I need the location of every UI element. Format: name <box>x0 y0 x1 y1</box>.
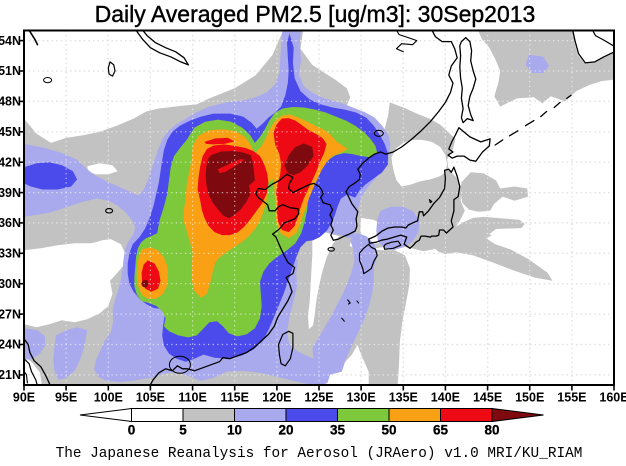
svg-text:35: 35 <box>330 423 346 438</box>
svg-text:110E: 110E <box>178 391 207 405</box>
svg-text:155E: 155E <box>557 391 586 405</box>
svg-text:140E: 140E <box>431 391 460 405</box>
svg-text:95E: 95E <box>55 391 77 405</box>
svg-text:105E: 105E <box>136 391 165 405</box>
svg-text:24N: 24N <box>0 338 21 352</box>
svg-text:0: 0 <box>128 423 136 438</box>
svg-text:21N: 21N <box>0 368 21 382</box>
svg-text:Daily Averaged PM2.5 [ug/m3]:: Daily Averaged PM2.5 [ug/m3]: 30Sep2013 <box>95 1 536 27</box>
svg-text:115E: 115E <box>220 391 249 405</box>
svg-text:27N: 27N <box>0 307 21 321</box>
svg-text:125E: 125E <box>304 391 333 405</box>
svg-text:54N: 54N <box>0 34 21 48</box>
svg-text:150E: 150E <box>515 391 544 405</box>
svg-text:36N: 36N <box>0 216 21 230</box>
svg-text:30N: 30N <box>0 277 21 291</box>
svg-text:130E: 130E <box>346 391 375 405</box>
svg-text:100E: 100E <box>94 391 123 405</box>
svg-text:65: 65 <box>433 423 449 438</box>
svg-text:The Japanese Reanalysis for Ae: The Japanese Reanalysis for Aerosol (JRA… <box>56 446 583 462</box>
svg-text:50: 50 <box>381 423 396 438</box>
svg-text:135E: 135E <box>389 391 418 405</box>
svg-text:39N: 39N <box>0 186 21 200</box>
svg-text:80: 80 <box>484 423 499 438</box>
svg-text:90E: 90E <box>13 391 35 405</box>
svg-text:145E: 145E <box>473 391 502 405</box>
svg-text:45N: 45N <box>0 125 21 139</box>
svg-text:42N: 42N <box>0 155 21 169</box>
svg-text:48N: 48N <box>0 95 21 109</box>
svg-text:120E: 120E <box>262 391 291 405</box>
svg-text:33N: 33N <box>0 247 21 261</box>
svg-text:5: 5 <box>179 423 187 438</box>
svg-text:160E: 160E <box>599 391 626 405</box>
svg-text:10: 10 <box>227 423 242 438</box>
svg-text:20: 20 <box>278 423 293 438</box>
svg-text:51N: 51N <box>0 64 21 78</box>
